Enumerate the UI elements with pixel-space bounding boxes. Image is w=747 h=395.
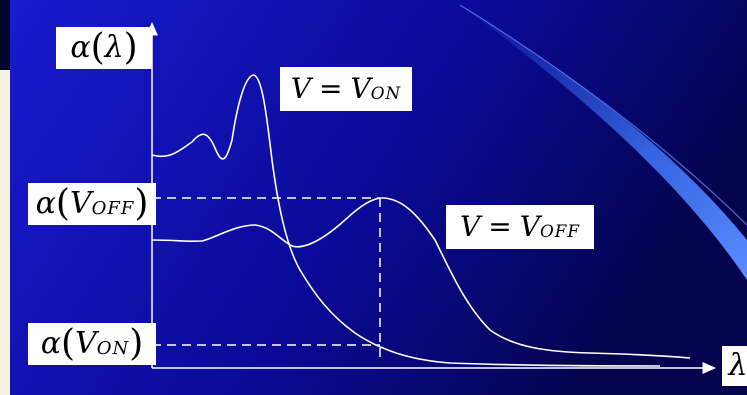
y-axis-label: α(λ): [56, 27, 152, 69]
corner-dark-block: [0, 0, 10, 70]
curve-v-off-label: V = V OFF: [446, 205, 594, 249]
curve-v-on-label: V = V ON: [280, 67, 412, 111]
alpha-voff-level-label: α(V OFF): [28, 183, 156, 225]
x-axis-label: λ: [722, 346, 747, 386]
curve-v-off: [151, 197, 691, 359]
swoosh-edge: [459, 4, 747, 226]
diagram-panel: α(λ) α(V OFF) α(V ON) V = V ON V = V OFF λ: [10, 0, 747, 395]
curve-v-on: [151, 74, 661, 367]
alpha-von-level-label: α(V ON): [28, 323, 156, 365]
